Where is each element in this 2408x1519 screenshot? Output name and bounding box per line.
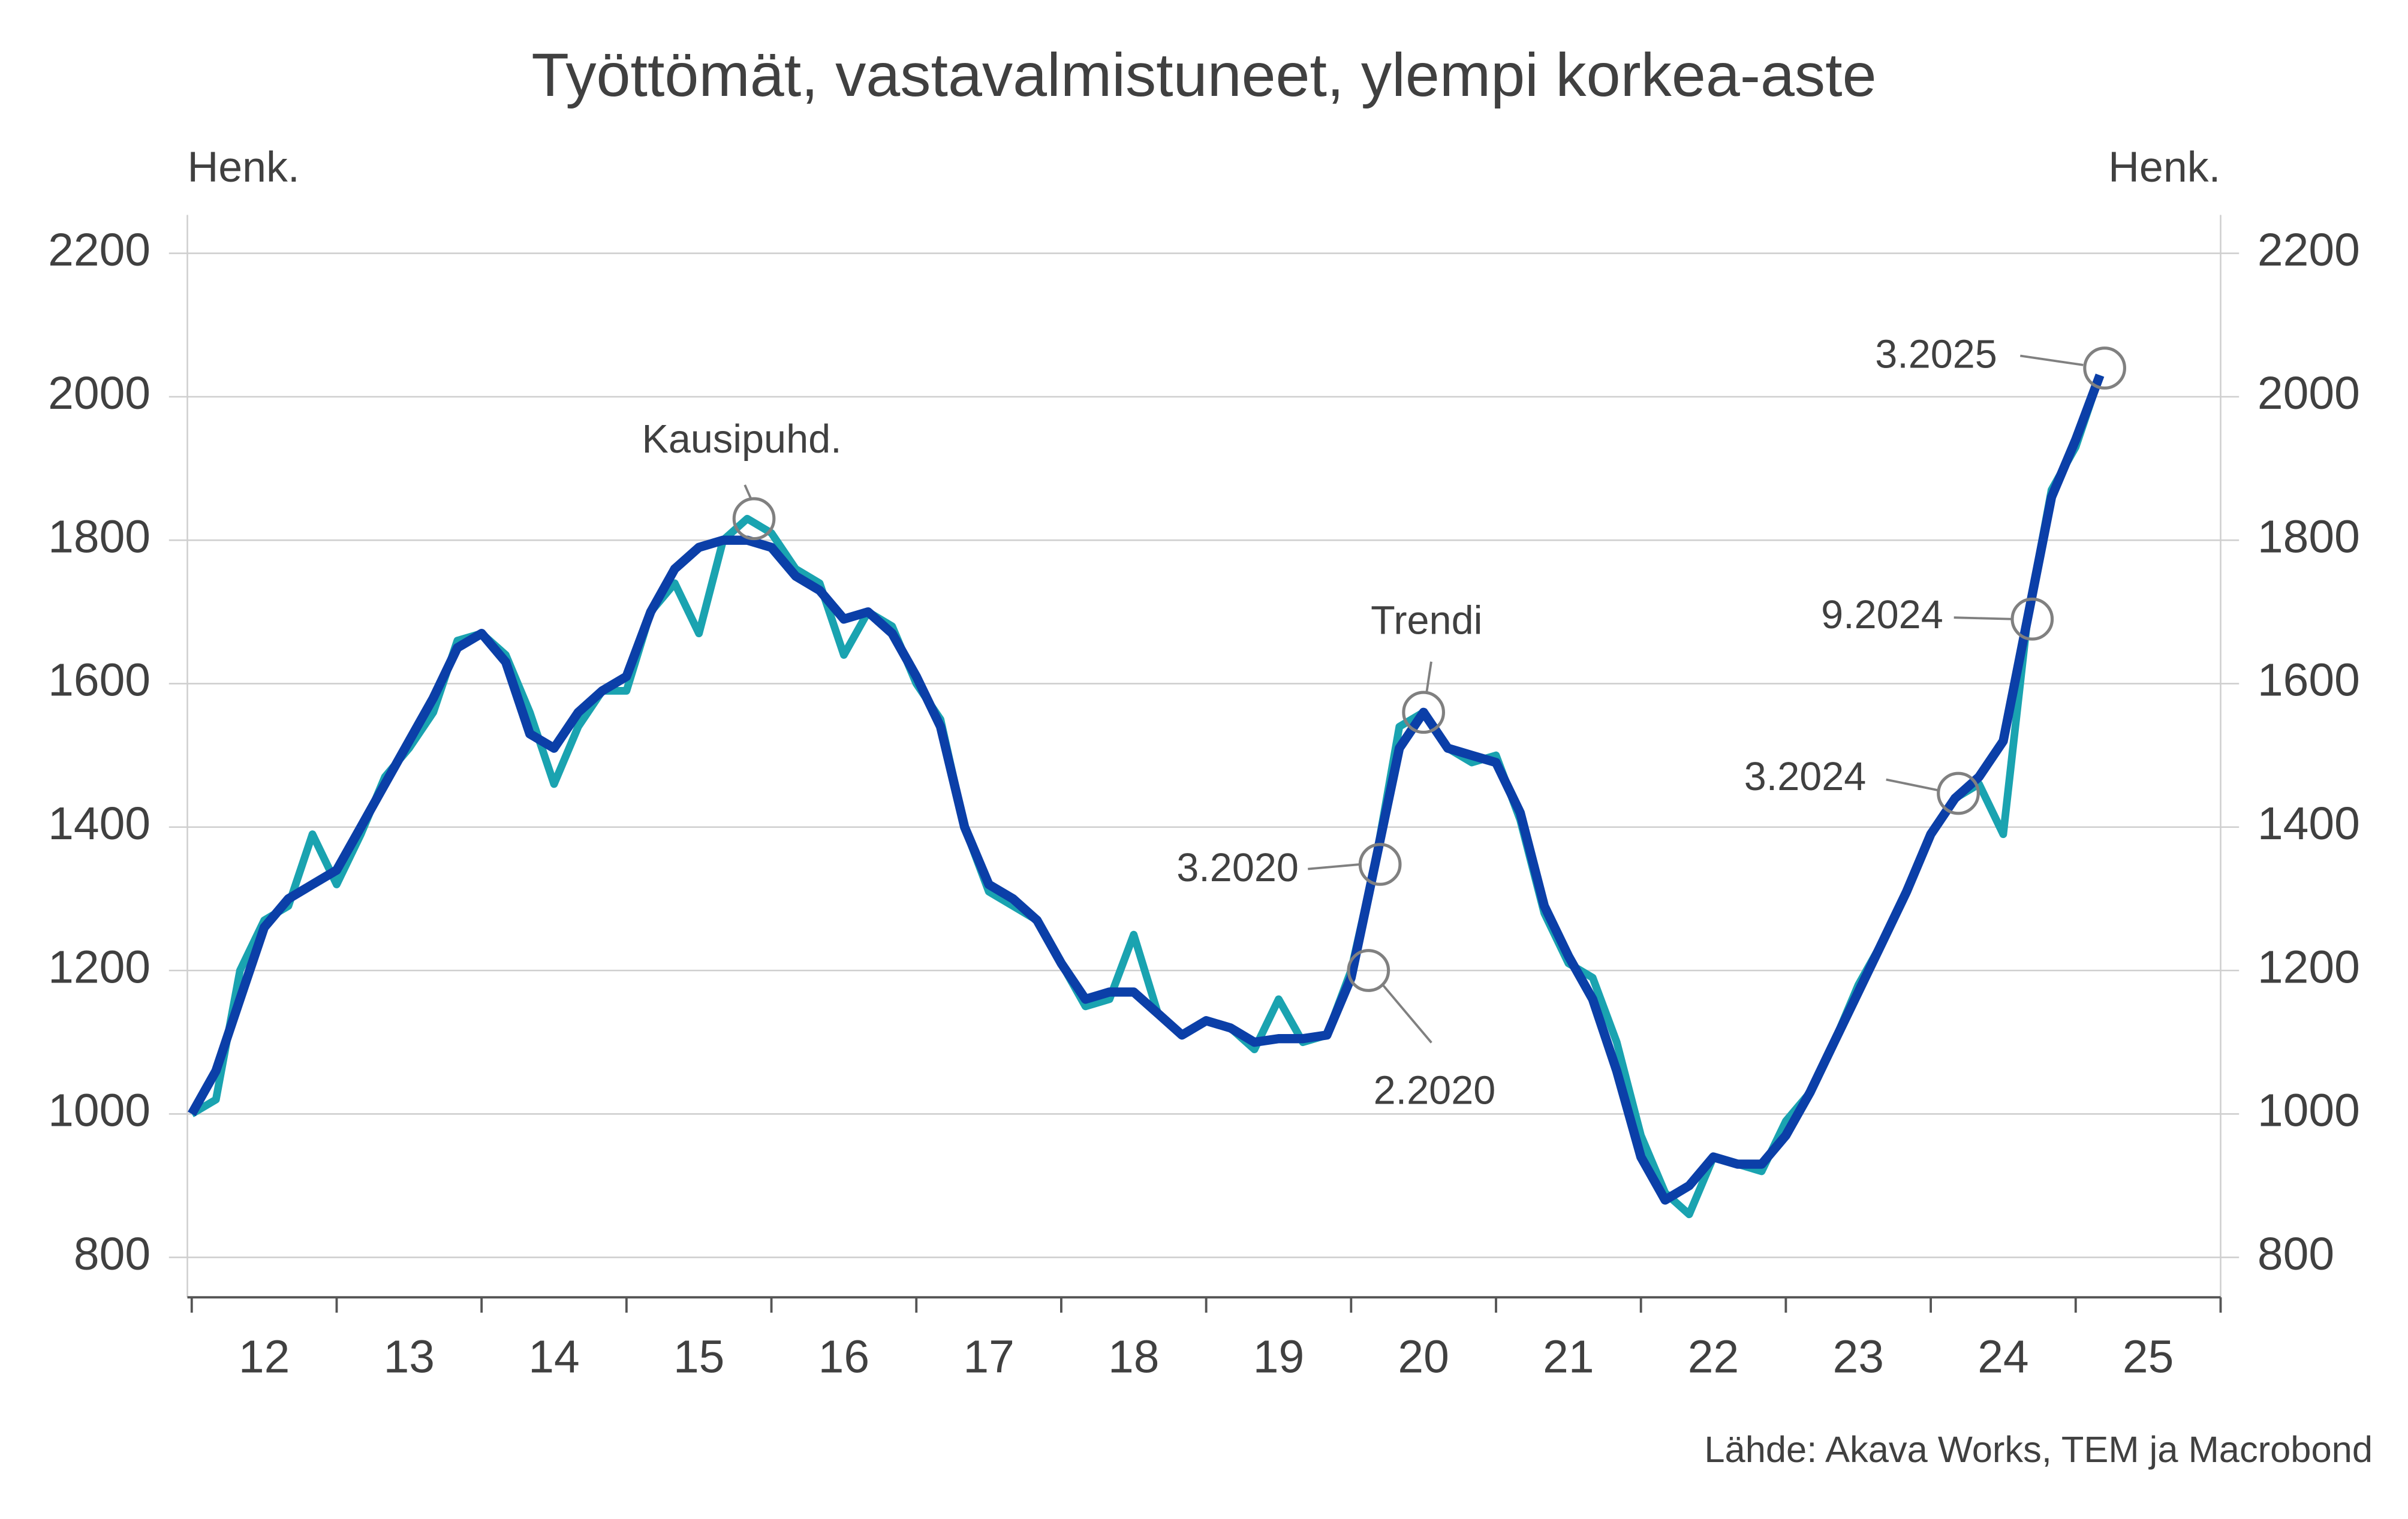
annotation-label: 3.2025 — [1875, 333, 1997, 377]
annotation-marker — [732, 497, 776, 541]
y2-tick-label: 1800 — [2258, 511, 2360, 562]
y-tick-label: 2200 — [48, 224, 150, 276]
y2-tick-label: 2200 — [2258, 224, 2360, 276]
y-tick-label: 1800 — [48, 511, 150, 562]
annotation-marker — [1937, 771, 1980, 815]
y2-tick-label: 800 — [2258, 1228, 2334, 1280]
annotation-leader — [1308, 863, 1360, 870]
x-tick-label: 18 — [1108, 1331, 1159, 1382]
x-tick-label: 20 — [1398, 1331, 1449, 1382]
annotation-label: Kausipuhd. — [642, 417, 841, 462]
x-tick-label: 22 — [1688, 1331, 1739, 1382]
annotation-label: 3.2024 — [1744, 755, 1867, 799]
y-tick-label: 1600 — [48, 655, 150, 706]
x-tick-label: 13 — [384, 1331, 435, 1382]
y2-tick-label: 2000 — [2258, 367, 2360, 419]
x-tick-label: 21 — [1543, 1331, 1594, 1382]
x-tick-label: 14 — [528, 1331, 579, 1382]
y-tick-label: 1400 — [48, 798, 150, 849]
y-tick-label: 2000 — [48, 367, 150, 419]
annotation-leader — [2019, 354, 2084, 366]
annotation-label: 3.2020 — [1176, 846, 1299, 890]
annotation-leader — [744, 484, 752, 499]
annotation-leader — [1954, 616, 2013, 620]
annotation-label: Trendi — [1371, 598, 1482, 643]
y2-tick-label: 1000 — [2258, 1085, 2360, 1137]
y-tick-label: 1200 — [48, 941, 150, 993]
y-tick-label: 800 — [74, 1228, 150, 1280]
x-tick-label: 23 — [1833, 1331, 1884, 1382]
annotation-label: 2.2020 — [1374, 1068, 1496, 1113]
line-series — [188, 373, 2105, 1205]
x-tick-label: 16 — [818, 1331, 869, 1382]
annotation-marker — [1358, 843, 1402, 886]
x-tick-label: 25 — [2123, 1331, 2174, 1382]
x-tick-label: 19 — [1253, 1331, 1304, 1382]
x-tick-label: 24 — [1977, 1331, 2028, 1382]
annotation-leader — [1886, 778, 1939, 792]
source-note: Lähde: Akava Works, TEM ja Macrobond — [1704, 1429, 2373, 1470]
y2-tick-label: 1600 — [2258, 655, 2360, 706]
x-tick-label: 12 — [239, 1331, 290, 1382]
y2-axis-label: Henk. — [2108, 143, 2220, 191]
annotation-marker — [2010, 597, 2054, 641]
annotation-marker — [2083, 346, 2126, 390]
annotation-leader — [1381, 983, 1432, 1044]
annotation-marker — [1347, 949, 1390, 992]
chart-title: Työttömät, vastavalmistuneet, ylempi kor… — [531, 40, 1876, 109]
y2-tick-label: 1200 — [2258, 941, 2360, 993]
x-tick-label: 17 — [963, 1331, 1014, 1382]
y-axis-label: Henk. — [188, 143, 300, 191]
x-tick-label: 15 — [673, 1331, 724, 1382]
annotation-marker — [1402, 691, 1446, 734]
y2-tick-label: 1400 — [2258, 798, 2360, 849]
annotation-leader — [1425, 661, 1432, 693]
y-tick-label: 1000 — [48, 1085, 150, 1137]
annotation-label: 9.2024 — [1821, 593, 1943, 637]
